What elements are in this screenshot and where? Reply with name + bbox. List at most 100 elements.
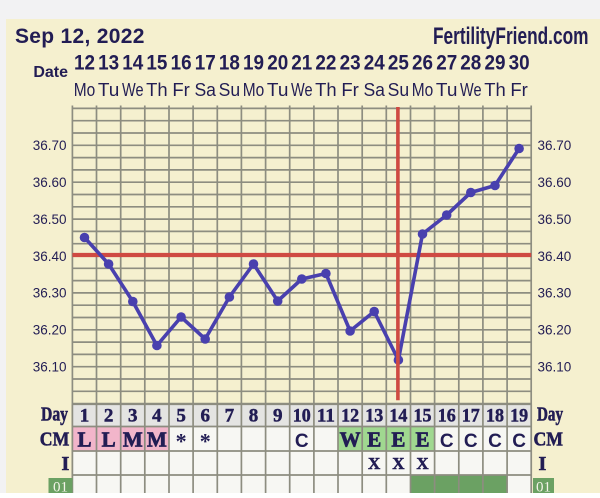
svg-text:16: 16 — [438, 406, 456, 427]
svg-text:L: L — [77, 427, 91, 451]
svg-text:36.60: 36.60 — [33, 175, 67, 190]
svg-text:12: 12 — [74, 52, 95, 75]
svg-text:Mo: Mo — [412, 79, 434, 100]
svg-text:36.10: 36.10 — [33, 360, 67, 375]
svg-text:Tu: Tu — [436, 79, 458, 100]
svg-text:W: W — [340, 427, 361, 451]
svg-text:Day: Day — [41, 404, 68, 426]
svg-text:Date: Date — [33, 64, 68, 81]
svg-text:22: 22 — [315, 52, 336, 75]
svg-text:E: E — [415, 427, 429, 451]
svg-text:36.50: 36.50 — [538, 212, 572, 227]
svg-text:12: 12 — [341, 406, 359, 427]
svg-text:25: 25 — [388, 52, 409, 75]
svg-text:Fr: Fr — [510, 79, 527, 100]
svg-text:We: We — [122, 79, 144, 100]
svg-text:5: 5 — [176, 406, 186, 427]
svg-text:3: 3 — [128, 406, 138, 427]
svg-text:01: 01 — [53, 480, 68, 494]
svg-text:CM: CM — [534, 429, 564, 451]
svg-text:36.70: 36.70 — [538, 138, 572, 153]
svg-text:17: 17 — [195, 52, 216, 75]
svg-text:E: E — [391, 427, 405, 451]
svg-text:13: 13 — [365, 406, 383, 427]
svg-text:Th: Th — [484, 79, 506, 100]
svg-text:C: C — [440, 431, 454, 452]
svg-text:X: X — [392, 454, 405, 473]
svg-text:Su: Su — [388, 79, 410, 100]
svg-text:Mo: Mo — [74, 79, 96, 100]
svg-text:X: X — [368, 454, 381, 473]
svg-text:36.30: 36.30 — [33, 286, 67, 301]
svg-text:C: C — [512, 431, 526, 452]
svg-text:36.10: 36.10 — [538, 360, 572, 375]
svg-text:1: 1 — [80, 406, 90, 427]
svg-text:Fr: Fr — [172, 79, 189, 100]
svg-text:16: 16 — [171, 52, 192, 75]
svg-text:36.40: 36.40 — [33, 249, 67, 264]
svg-text:We: We — [460, 79, 482, 100]
svg-text:36.20: 36.20 — [538, 323, 572, 338]
svg-text:36.70: 36.70 — [33, 138, 67, 153]
svg-text:I: I — [62, 453, 70, 475]
svg-text:01: 01 — [536, 480, 551, 494]
svg-text:9: 9 — [273, 406, 283, 427]
svg-text:36.20: 36.20 — [33, 323, 67, 338]
svg-text:36.30: 36.30 — [538, 286, 572, 301]
svg-text:4: 4 — [152, 406, 162, 427]
svg-text:Fr: Fr — [341, 79, 358, 100]
svg-text:23: 23 — [340, 52, 361, 75]
svg-text:6: 6 — [200, 406, 210, 427]
svg-text:15: 15 — [414, 406, 432, 427]
svg-text:7: 7 — [225, 406, 235, 427]
svg-text:Tu: Tu — [98, 79, 120, 100]
svg-text:Th: Th — [315, 79, 337, 100]
svg-text:10: 10 — [293, 406, 311, 427]
svg-text:I: I — [539, 453, 547, 475]
svg-text:18: 18 — [219, 52, 240, 75]
svg-text:27: 27 — [436, 52, 457, 75]
svg-text:2: 2 — [104, 406, 114, 427]
svg-text:Th: Th — [146, 79, 168, 100]
svg-text:14: 14 — [389, 406, 407, 427]
svg-text:29: 29 — [485, 52, 506, 75]
svg-text:14: 14 — [122, 52, 143, 75]
svg-text:M: M — [123, 427, 143, 451]
svg-text:*: * — [200, 429, 211, 454]
svg-text:36.40: 36.40 — [538, 249, 572, 264]
svg-text:Sa: Sa — [194, 79, 216, 100]
svg-text:11: 11 — [317, 406, 335, 427]
svg-text:17: 17 — [462, 406, 480, 427]
svg-text:X: X — [416, 454, 429, 473]
svg-text:L: L — [102, 427, 116, 451]
svg-text:24: 24 — [364, 52, 385, 75]
svg-text:C: C — [488, 431, 502, 452]
svg-text:13: 13 — [98, 52, 119, 75]
svg-text:19: 19 — [243, 52, 264, 75]
svg-text:FertilityFriend.com: FertilityFriend.com — [433, 23, 589, 49]
svg-text:18: 18 — [486, 406, 504, 427]
svg-text:20: 20 — [267, 52, 288, 75]
svg-text:19: 19 — [510, 406, 528, 427]
svg-text:Tu: Tu — [267, 79, 289, 100]
svg-text:E: E — [367, 427, 381, 451]
svg-text:*: * — [176, 429, 187, 454]
svg-text:28: 28 — [460, 52, 481, 75]
svg-text:Sa: Sa — [363, 79, 385, 100]
svg-text:We: We — [291, 79, 313, 100]
svg-text:26: 26 — [412, 52, 433, 75]
svg-text:Mo: Mo — [243, 79, 265, 100]
svg-text:C: C — [464, 431, 478, 452]
svg-text:C: C — [295, 431, 309, 452]
svg-text:Sep 12, 2022: Sep 12, 2022 — [15, 25, 145, 48]
svg-text:Su: Su — [219, 79, 241, 100]
svg-text:30: 30 — [509, 52, 530, 75]
svg-text:8: 8 — [249, 406, 259, 427]
svg-text:36.50: 36.50 — [33, 212, 67, 227]
svg-text:21: 21 — [291, 52, 312, 75]
svg-text:15: 15 — [146, 52, 167, 75]
svg-text:36.60: 36.60 — [538, 175, 572, 190]
svg-text:Day: Day — [537, 404, 563, 426]
svg-text:M: M — [147, 427, 167, 451]
svg-text:CM: CM — [40, 429, 70, 451]
